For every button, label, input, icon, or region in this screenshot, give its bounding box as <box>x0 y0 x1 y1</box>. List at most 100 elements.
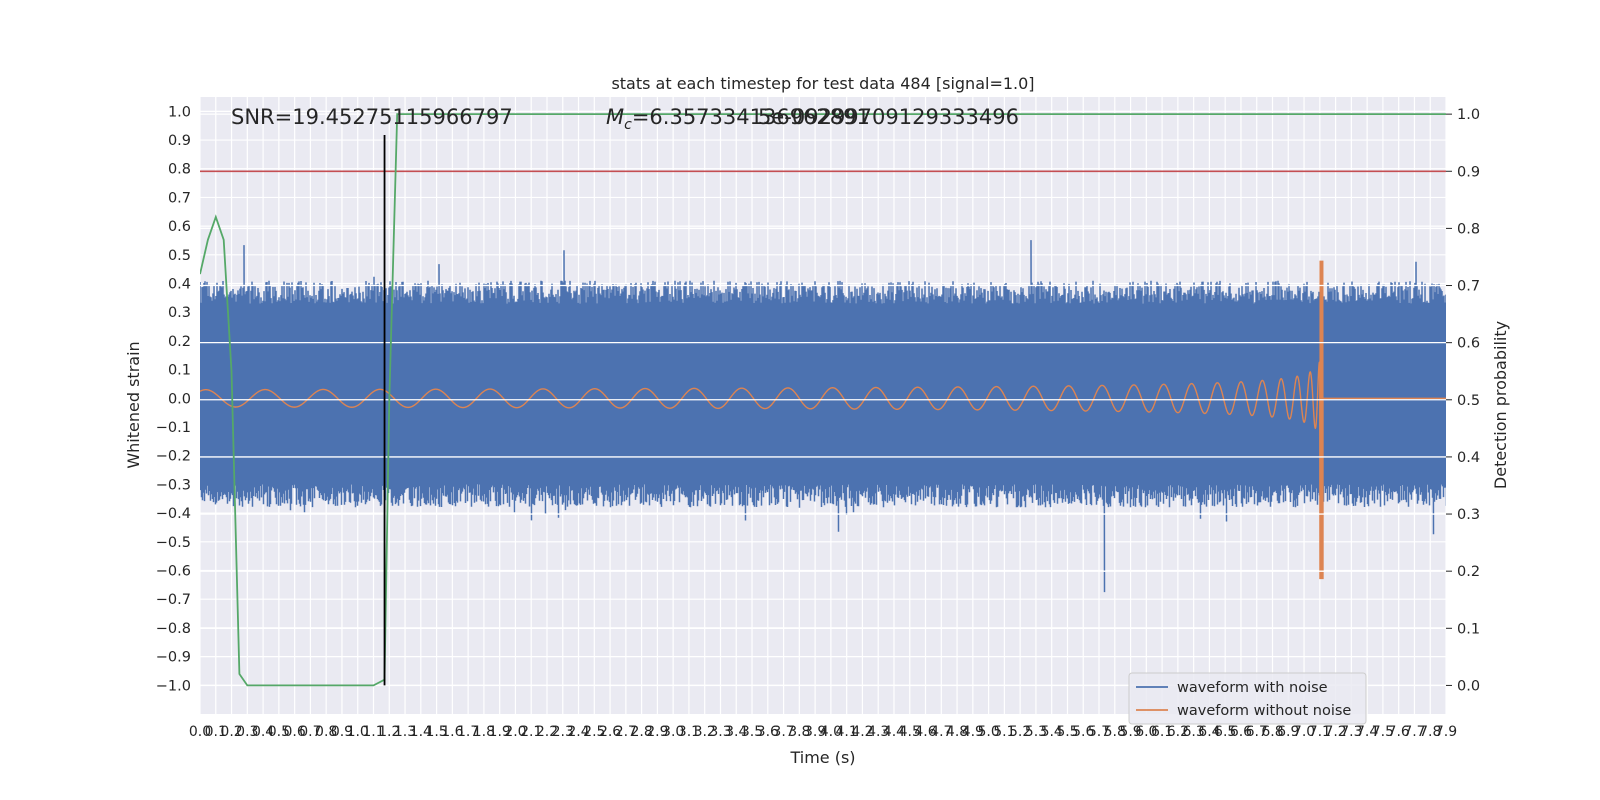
x-tick-7: 0.7 <box>299 724 321 740</box>
x-tick-63: 6.3 <box>1183 724 1205 740</box>
y-tick-left-17: −0.7 <box>156 592 191 608</box>
y-tick-right-7: 0.3 <box>1457 507 1480 523</box>
x-tick-58: 5.8 <box>1104 724 1126 740</box>
x-tick-51: 5.1 <box>993 724 1015 740</box>
y-tick-left-12: −0.2 <box>156 449 191 465</box>
x-tick-5: 0.5 <box>268 724 290 740</box>
x-tick-61: 6.1 <box>1151 724 1173 740</box>
detection-probability-line <box>200 113 1446 687</box>
y-tick-left-3: 0.7 <box>168 190 191 206</box>
y-tick-left-7: 0.3 <box>168 305 191 321</box>
x-tick-70: 7.0 <box>1293 724 1315 740</box>
y-ticks-left: 1.0 0.9 0.8 0.7 0.6 0.5 0.4 0.3 0.2 0.1 0.0 −0.1 −0.… <box>156 104 191 694</box>
x-tick-48: 4.8 <box>946 724 968 740</box>
y-tick-right-8: 0.2 <box>1457 564 1480 580</box>
y-ticks-right: 1.0 0.9 0.8 0.7 0.6 0.5 0.4 0.3 0.2 0.1 0.0 <box>1446 107 1480 694</box>
x-tick-34: 3.4 <box>725 724 747 740</box>
y-tick-right-6: 0.4 <box>1457 450 1480 466</box>
x-tick-44: 4.4 <box>883 724 905 740</box>
x-tick-47: 4.7 <box>930 724 952 740</box>
x-tick-75: 7.5 <box>1372 724 1394 740</box>
x-tick-26: 2.6 <box>599 724 621 740</box>
x-tick-35: 3.5 <box>741 724 763 740</box>
x-tick-38: 3.8 <box>788 724 810 740</box>
x-tick-21: 2.1 <box>520 724 542 740</box>
x-tick-73: 7.3 <box>1340 724 1362 740</box>
mc-value: =6.357334136962891 <box>632 105 870 129</box>
y-tick-left-13: −0.3 <box>156 477 191 493</box>
y-axis-label-right: Detection probability <box>1491 321 1510 489</box>
x-tick-9: 0.9 <box>331 724 353 740</box>
x-ticks: 0.00.10.20.30.40.50.60.70.80.91.01.11.21… <box>189 724 1457 740</box>
x-tick-10: 1.0 <box>347 724 369 740</box>
y-tick-left-9: 0.1 <box>168 363 191 379</box>
legend: waveform with noise waveform without noi… <box>1128 672 1367 725</box>
x-tick-8: 0.8 <box>315 724 337 740</box>
x-tick-67: 6.7 <box>1246 724 1268 740</box>
x-tick-29: 2.9 <box>646 724 668 740</box>
y-tick-right-3: 0.7 <box>1457 279 1480 295</box>
x-tick-68: 6.8 <box>1261 724 1283 740</box>
y-axis-label-left: Whitened strain <box>124 341 143 468</box>
x-tick-22: 2.2 <box>536 724 558 740</box>
x-tick-71: 7.1 <box>1309 724 1331 740</box>
x-tick-69: 6.9 <box>1277 724 1299 740</box>
waveform-without-noise-line <box>200 260 1446 580</box>
y-tick-left-11: −0.1 <box>156 420 191 436</box>
x-tick-56: 5.6 <box>1072 724 1094 740</box>
x-tick-79: 7.9 <box>1435 724 1457 740</box>
x-tick-40: 4.0 <box>820 724 842 740</box>
x-tick-49: 4.9 <box>962 724 984 740</box>
x-tick-28: 2.8 <box>630 724 652 740</box>
x-axis-label: Time (s) <box>789 748 855 767</box>
x-tick-0: 0.0 <box>189 724 211 740</box>
x-tick-53: 5.3 <box>1025 724 1047 740</box>
x-tick-66: 6.6 <box>1230 724 1252 740</box>
y-tick-left-6: 0.4 <box>168 277 191 293</box>
x-tick-12: 1.2 <box>378 724 400 740</box>
x-tick-42: 4.2 <box>851 724 873 740</box>
legend-box <box>1128 672 1367 725</box>
x-tick-36: 3.6 <box>757 724 779 740</box>
x-tick-62: 6.2 <box>1167 724 1189 740</box>
mc-overlap-annotation: 5e-09299709129333496 <box>758 105 1019 129</box>
y-tick-left-19: −0.9 <box>156 650 191 666</box>
legend-label-noise: waveform with noise <box>1177 680 1328 696</box>
y-tick-left-2: 0.8 <box>168 162 191 178</box>
x-tick-18: 1.8 <box>473 724 495 740</box>
x-tick-19: 1.9 <box>489 724 511 740</box>
y-tick-right-5: 0.5 <box>1457 393 1480 409</box>
x-tick-30: 3.0 <box>662 724 684 740</box>
x-tick-32: 3.2 <box>694 724 716 740</box>
x-tick-16: 1.6 <box>441 724 463 740</box>
x-tick-20: 2.0 <box>504 724 526 740</box>
y-tick-right-4: 0.6 <box>1457 336 1480 352</box>
x-tick-43: 4.3 <box>867 724 889 740</box>
x-tick-54: 5.4 <box>1041 724 1063 740</box>
y-tick-left-15: −0.5 <box>156 535 191 551</box>
x-tick-57: 5.7 <box>1088 724 1110 740</box>
x-tick-33: 3.3 <box>709 724 731 740</box>
x-tick-25: 2.5 <box>583 724 605 740</box>
x-tick-2: 0.2 <box>220 724 242 740</box>
y-tick-left-20: −1.0 <box>156 678 191 694</box>
x-tick-59: 5.9 <box>1119 724 1141 740</box>
y-tick-left-1: 0.9 <box>168 133 191 149</box>
x-tick-46: 4.6 <box>914 724 936 740</box>
y-tick-left-5: 0.5 <box>168 248 191 264</box>
x-tick-55: 5.5 <box>1056 724 1078 740</box>
x-tick-15: 1.5 <box>425 724 447 740</box>
mc-subscript: c <box>624 117 632 133</box>
y-tick-left-16: −0.6 <box>156 564 191 580</box>
y-tick-left-4: 0.6 <box>168 219 191 235</box>
x-tick-27: 2.7 <box>615 724 637 740</box>
x-tick-65: 6.5 <box>1214 724 1236 740</box>
x-tick-6: 0.6 <box>284 724 306 740</box>
x-tick-31: 3.1 <box>678 724 700 740</box>
chart-title: stats at each timestep for test data 484… <box>611 74 1034 93</box>
x-tick-52: 5.2 <box>1009 724 1031 740</box>
x-tick-1: 0.1 <box>205 724 227 740</box>
mc-annotation: Mc=6.357334136962891 <box>606 105 870 133</box>
y-tick-left-18: −0.8 <box>156 621 191 637</box>
x-tick-45: 4.5 <box>899 724 921 740</box>
